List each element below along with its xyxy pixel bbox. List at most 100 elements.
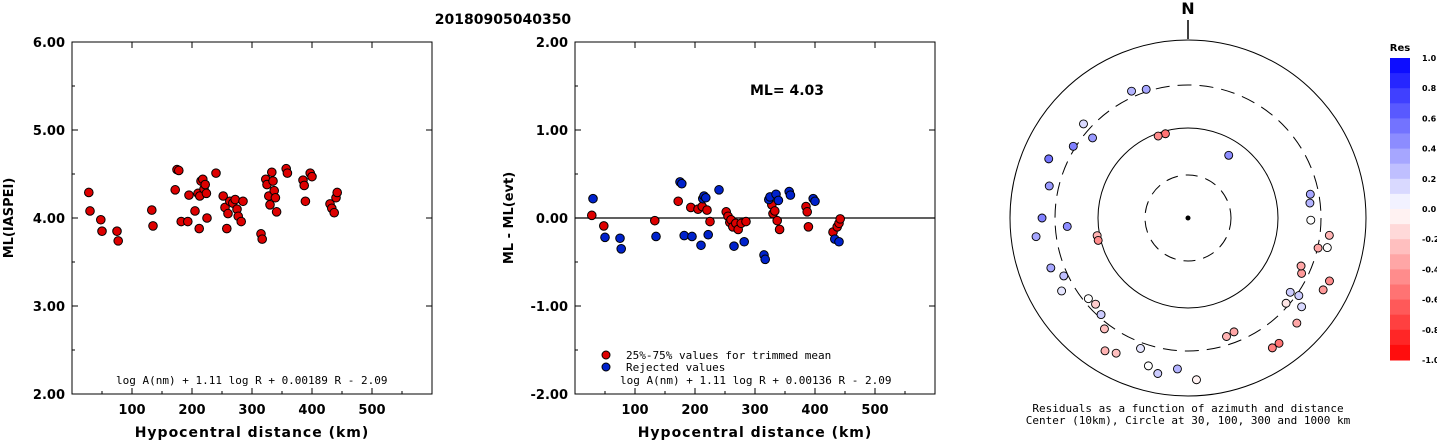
caption-line-1: Residuals as a function of azimuth and d… xyxy=(1032,402,1343,415)
colorbar-tick-label: 0.4 xyxy=(1422,145,1437,154)
data-point xyxy=(834,236,844,247)
ml-annotation: ML= 4.03 xyxy=(750,83,824,99)
data-point xyxy=(774,224,785,235)
colorbar-cell xyxy=(1390,118,1410,134)
x-tick-label: 400 xyxy=(298,403,325,418)
caption-line-2: Center (10km), Circle at 30, 100, 300 an… xyxy=(1026,414,1351,427)
colorbar-tick-label: 0.2 xyxy=(1422,175,1436,184)
data-point xyxy=(696,240,706,251)
y-axis-label: ML - ML(evt) xyxy=(502,172,517,264)
station-marker xyxy=(1100,346,1110,356)
legend-marker-rejected xyxy=(601,362,611,372)
data-point xyxy=(835,214,846,224)
circle-30km xyxy=(1144,174,1232,262)
y-tick-label: 5.00 xyxy=(33,124,65,139)
station-marker xyxy=(1305,198,1315,208)
data-point xyxy=(332,187,343,198)
station-marker xyxy=(1143,361,1153,371)
data-point xyxy=(223,208,233,219)
colorbar-labels: 1.0 0.8 0.6 0.4 0.2 0.0 -0.2 -0.4 -0.6 -0.8 -1.0 xyxy=(1422,54,1437,365)
colorbar-cell xyxy=(1390,148,1410,165)
x-tick-label: 500 xyxy=(358,403,385,418)
data-point xyxy=(703,229,714,240)
north-label: N xyxy=(1181,0,1194,18)
x-axis-label: Hypocentral distance (km) xyxy=(638,425,873,441)
station-marker xyxy=(1141,84,1151,94)
data-point xyxy=(113,236,123,246)
data-point xyxy=(148,221,158,231)
station-marker xyxy=(1037,213,1047,223)
station-marker xyxy=(1088,133,1098,143)
data-point xyxy=(282,168,293,178)
station-marker xyxy=(1160,129,1170,139)
data-point xyxy=(772,215,783,226)
station-markers xyxy=(1031,84,1334,385)
circle-100km xyxy=(1097,127,1279,309)
data-point xyxy=(802,207,813,217)
data-point xyxy=(218,191,228,201)
y-tick-label: 3.00 xyxy=(33,300,65,315)
formula-text: log A(nm) + 1.11 log R + 0.00189 R - 2.0… xyxy=(116,374,388,387)
colorbar-cell xyxy=(1390,103,1410,119)
data-point xyxy=(238,196,248,207)
station-marker xyxy=(1305,189,1315,199)
station-marker xyxy=(1281,298,1291,308)
colorbar-cell xyxy=(1390,88,1410,104)
data-point xyxy=(679,230,690,241)
legend-marker-trimmed xyxy=(601,350,611,360)
station-marker xyxy=(1297,268,1307,278)
data-point xyxy=(803,222,814,232)
colorbar-cell xyxy=(1390,314,1410,331)
station-marker xyxy=(1127,86,1136,96)
data-point xyxy=(615,233,625,244)
data-point xyxy=(714,185,724,195)
data-point xyxy=(702,205,712,215)
axis-ticks: 100 200 300 400 500 2.00 3.00 4.00 5.00 6.00 xyxy=(33,36,432,418)
data-point xyxy=(270,192,281,203)
data-point xyxy=(257,234,268,244)
data-point xyxy=(600,232,610,243)
station-marker xyxy=(1172,364,1182,374)
plot-frame xyxy=(71,41,433,395)
data-point xyxy=(211,168,221,178)
station-marker xyxy=(1267,343,1277,353)
y-tick-label: 1.00 xyxy=(536,124,568,139)
data-point xyxy=(97,226,107,236)
station-marker xyxy=(1046,263,1056,273)
data-point xyxy=(236,216,246,227)
data-point xyxy=(616,244,627,254)
data-point xyxy=(194,223,204,234)
station-marker xyxy=(1192,375,1201,385)
y-axis-label: ML(IASPEI) xyxy=(2,178,17,259)
data-point xyxy=(84,187,94,198)
data-point xyxy=(741,216,751,227)
data-point xyxy=(201,188,212,199)
data-point xyxy=(200,179,210,190)
colorbar-cell xyxy=(1390,163,1410,180)
colorbar-cell xyxy=(1390,239,1410,255)
colorbar-cell xyxy=(1390,58,1410,74)
station-marker xyxy=(1222,332,1231,341)
axis-ticks: 100 200 300 400 500 -2.00 -1.00 0.00 1.00 2.00 xyxy=(531,36,935,418)
data-point xyxy=(739,236,750,247)
x-tick-label: 100 xyxy=(118,403,145,418)
station-marker xyxy=(1059,271,1069,281)
station-marker xyxy=(1093,235,1103,245)
data-point xyxy=(307,171,317,182)
station-marker xyxy=(1091,299,1101,309)
y-tick-label: 0.00 xyxy=(536,212,568,227)
station-marker xyxy=(1229,327,1239,337)
x-tick-label: 300 xyxy=(741,403,768,418)
data-point xyxy=(588,193,598,204)
station-marker xyxy=(1099,324,1109,334)
colorbar-cell xyxy=(1390,254,1410,270)
data-point xyxy=(785,190,796,200)
station-marker xyxy=(1285,287,1295,297)
station-marker xyxy=(1031,232,1041,242)
station-marker xyxy=(1153,131,1163,141)
colorbar-tick-label: -0.6 xyxy=(1422,296,1437,305)
formula-text: log A(nm) + 1.11 log R + 0.00136 R - 2.0… xyxy=(620,374,892,387)
station-marker xyxy=(1325,276,1334,286)
data-point xyxy=(184,190,194,200)
